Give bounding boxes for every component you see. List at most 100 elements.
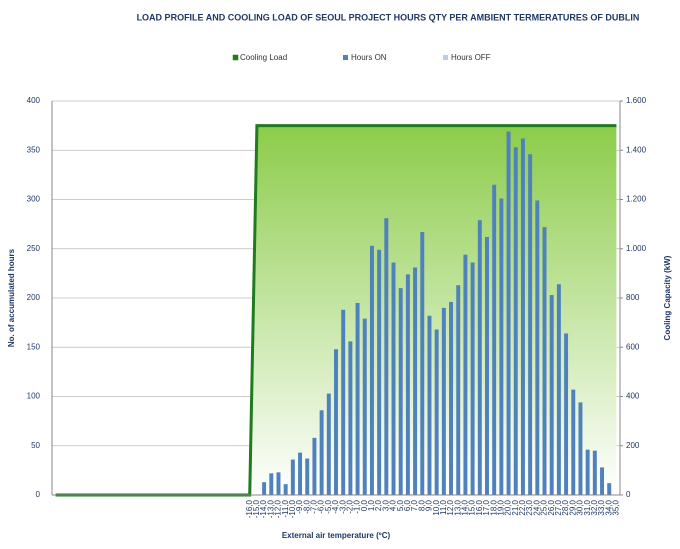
bar <box>305 458 310 495</box>
x-tick-label: 33,0 <box>597 499 606 515</box>
x-tick-label: -16,0 <box>245 499 254 518</box>
x-tick-label: -15,0 <box>252 499 261 518</box>
x-tick-label: 12,0 <box>446 499 455 515</box>
y2-tick-label: 200 <box>626 441 640 450</box>
bar <box>312 437 317 495</box>
x-tick-label: 31,0 <box>583 499 592 515</box>
x-tick-label: 27,0 <box>554 499 563 515</box>
bar <box>499 198 504 495</box>
bar <box>348 341 353 495</box>
x-tick-label: 11,0 <box>439 499 448 515</box>
x-tick-label: -5,0 <box>324 499 333 513</box>
x-tick-label: 28,0 <box>561 499 570 515</box>
bar <box>449 301 454 495</box>
x-tick-label: 22,0 <box>518 499 527 515</box>
x-tick-label: -6,0 <box>317 499 326 513</box>
x-tick-label: 0,0 <box>360 499 369 511</box>
bar <box>319 410 324 495</box>
y2-tick-label: 1.600 <box>626 96 647 105</box>
x-axis-title: External air temperature (ºC) <box>282 531 391 540</box>
legend: Cooling Load Hours ON Hours OFF <box>231 53 491 62</box>
bar <box>341 309 346 495</box>
bar <box>456 285 461 495</box>
bar <box>283 484 288 495</box>
bar <box>542 227 547 495</box>
y2-tick-label: 1.200 <box>626 195 647 204</box>
x-tick-label: 6,0 <box>403 499 412 511</box>
bar <box>276 472 281 495</box>
y-tick-label: 250 <box>27 244 41 253</box>
legend-label: Cooling Load <box>240 53 287 62</box>
y-tick-label: 200 <box>27 293 41 302</box>
bar <box>463 254 468 495</box>
y-tick-label: 300 <box>27 195 41 204</box>
x-tick-label: 34,0 <box>604 499 613 515</box>
x-tick-label: 21,0 <box>511 499 520 515</box>
bar <box>334 349 338 495</box>
x-tick-label: -10,0 <box>288 499 297 518</box>
bar <box>420 232 425 495</box>
x-tick-label: 16,0 <box>475 499 484 515</box>
y2-axis-title: Cooling Capacity (kW) <box>663 255 672 340</box>
legend-label: Hours OFF <box>451 53 491 62</box>
bar <box>326 393 331 495</box>
x-tick-label: 13,0 <box>453 499 462 515</box>
y-tick-label: 150 <box>27 342 41 351</box>
bar <box>585 449 590 495</box>
x-tick-label: 20,0 <box>504 499 513 515</box>
x-tick-label: 32,0 <box>590 499 599 515</box>
x-tick-label: 14,0 <box>461 499 470 515</box>
bar <box>513 147 518 496</box>
x-tick-label: -11,0 <box>281 499 290 517</box>
x-tick-label: 1,0 <box>367 499 376 511</box>
x-tick-label: 15,0 <box>468 499 477 515</box>
y2-tick-label: 0 <box>626 490 631 499</box>
x-tick-label: -7,0 <box>310 499 319 513</box>
bar <box>262 482 267 495</box>
bar <box>369 245 374 495</box>
x-tick-label: 19,0 <box>496 499 505 515</box>
y2-tick-label: 1.400 <box>626 145 647 154</box>
bar <box>556 284 561 495</box>
bar <box>592 450 597 495</box>
x-tick-label: -2,0 <box>345 499 354 513</box>
x-tick-label: 3,0 <box>381 499 390 511</box>
x-tick-label: -12,0 <box>274 499 283 518</box>
x-tick-label: 8,0 <box>417 499 426 511</box>
x-tick-label: 5,0 <box>396 499 405 511</box>
y2-tick-label: 800 <box>626 293 640 302</box>
bar <box>470 262 475 495</box>
bar <box>607 483 612 495</box>
x-tick-label: 17,0 <box>482 499 491 515</box>
bar <box>578 402 583 495</box>
bar <box>441 307 446 495</box>
x-tick-label: 25,0 <box>540 499 549 515</box>
y2-tick-label: 1.000 <box>626 244 647 253</box>
bar <box>362 318 367 495</box>
bar <box>413 267 418 495</box>
x-tick-label: -9,0 <box>295 499 304 513</box>
chart-title: LOAD PROFILE AND COOLING LOAD OF SEOUL P… <box>137 12 640 22</box>
y2-tick-label: 400 <box>626 392 640 401</box>
bar <box>535 200 540 496</box>
bar <box>477 220 482 495</box>
x-tick-label: 23,0 <box>525 499 534 515</box>
y-tick-label: 400 <box>27 96 41 105</box>
x-tick-label: 30,0 <box>576 499 585 515</box>
y-tick-label: 100 <box>27 392 41 401</box>
legend-swatch <box>231 53 240 62</box>
x-tick-label: 26,0 <box>547 499 556 515</box>
x-tick-label: 35,0 <box>612 499 621 515</box>
bar <box>600 467 605 495</box>
bar <box>355 302 360 495</box>
x-tick-label: -13,0 <box>266 499 275 518</box>
x-tick-label: 7,0 <box>410 499 419 511</box>
bar <box>485 236 489 495</box>
y-axis-title: No. of accumulated hours <box>7 248 16 347</box>
x-tick-label: 29,0 <box>568 499 577 515</box>
y-tick-label: 350 <box>27 145 41 154</box>
x-tick-label: -8,0 <box>302 499 311 513</box>
bar <box>269 473 274 495</box>
x-tick-label: -3,0 <box>338 499 347 513</box>
